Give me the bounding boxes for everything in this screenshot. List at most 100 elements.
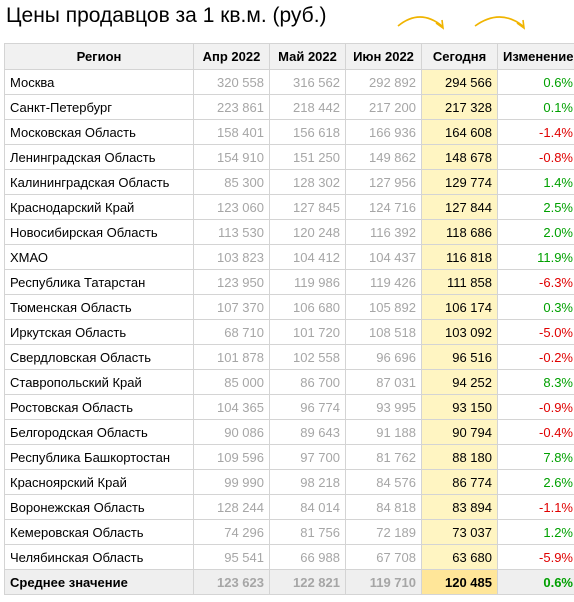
region-cell: Ставропольский Край [4, 369, 194, 395]
arrowhead-change-icon [516, 19, 526, 30]
may-cell: 316 562 [269, 69, 346, 95]
table-row: Ленинградская Область 154 910 151 250 149 8… [4, 144, 574, 170]
change-cell: 2.0% [497, 219, 574, 245]
arrowhead-today-icon [435, 19, 445, 30]
header-may: Май 2022 [269, 43, 346, 70]
arrow-to-change-icon [474, 16, 524, 27]
jun-cell: 127 956 [345, 169, 422, 195]
may-cell: 120 248 [269, 219, 346, 245]
apr-cell: 123 950 [193, 269, 270, 295]
apr-cell: 95 541 [193, 544, 270, 570]
apr-cell: 103 823 [193, 244, 270, 270]
may-cell: 102 558 [269, 344, 346, 370]
table-body: Москва 320 558 316 562 292 892 294 566 0.6% Са… [4, 69, 574, 570]
table-row: Воронежская Область 128 244 84 014 84 818 83… [4, 494, 574, 520]
change-cell: 1.2% [497, 519, 574, 545]
change-cell: 2.6% [497, 469, 574, 495]
region-cell: Красноярский Край [4, 469, 194, 495]
apr-cell: 109 596 [193, 444, 270, 470]
table-row: Санкт-Петербург 223 861 218 442 217 200 217 … [4, 94, 574, 120]
change-cell: 0.6% [497, 69, 574, 95]
average-may: 122 821 [269, 569, 346, 595]
apr-cell: 101 878 [193, 344, 270, 370]
jun-cell: 104 437 [345, 244, 422, 270]
may-cell: 66 988 [269, 544, 346, 570]
jun-cell: 84 576 [345, 469, 422, 495]
average-jun: 119 710 [345, 569, 422, 595]
change-cell: -5.0% [497, 319, 574, 345]
may-cell: 101 720 [269, 319, 346, 345]
today-cell: 83 894 [421, 494, 498, 520]
header-change: Изменение [497, 43, 574, 70]
today-cell: 96 516 [421, 344, 498, 370]
region-cell: Ленинградская Область [4, 144, 194, 170]
jun-cell: 124 716 [345, 194, 422, 220]
change-cell: -0.8% [497, 144, 574, 170]
change-cell: 11.9% [497, 244, 574, 270]
today-cell: 111 858 [421, 269, 498, 295]
jun-cell: 119 426 [345, 269, 422, 295]
change-cell: 8.3% [497, 369, 574, 395]
header-apr: Апр 2022 [193, 43, 270, 70]
today-cell: 217 328 [421, 94, 498, 120]
region-cell: Республика Башкортостан [4, 444, 194, 470]
jun-cell: 149 862 [345, 144, 422, 170]
table-row: Тюменская Область 107 370 106 680 105 892 10… [4, 294, 574, 320]
may-cell: 84 014 [269, 494, 346, 520]
change-cell: 7.8% [497, 444, 574, 470]
jun-cell: 72 189 [345, 519, 422, 545]
apr-cell: 99 990 [193, 469, 270, 495]
apr-cell: 320 558 [193, 69, 270, 95]
today-cell: 73 037 [421, 519, 498, 545]
region-cell: Кемеровская Область [4, 519, 194, 545]
today-cell: 94 252 [421, 369, 498, 395]
today-cell: 118 686 [421, 219, 498, 245]
may-cell: 86 700 [269, 369, 346, 395]
table-row: Красноярский Край 99 990 98 218 84 576 86 77… [4, 469, 574, 495]
apr-cell: 104 365 [193, 394, 270, 420]
table-row: Ростовская Область 104 365 96 774 93 995 93 … [4, 394, 574, 420]
region-cell: Краснодарский Край [4, 194, 194, 220]
apr-cell: 113 530 [193, 219, 270, 245]
may-cell: 98 218 [269, 469, 346, 495]
apr-cell: 90 086 [193, 419, 270, 445]
today-cell: 116 818 [421, 244, 498, 270]
apr-cell: 154 910 [193, 144, 270, 170]
header-today: Сегодня [421, 43, 498, 70]
jun-cell: 96 696 [345, 344, 422, 370]
jun-cell: 84 818 [345, 494, 422, 520]
table-header-row: Регион Апр 2022 Май 2022 Июн 2022 Сегодн… [4, 43, 574, 70]
arrow-annotations [397, 16, 526, 30]
today-cell: 294 566 [421, 69, 498, 95]
may-cell: 218 442 [269, 94, 346, 120]
apr-cell: 85 300 [193, 169, 270, 195]
region-cell: Иркутская Область [4, 319, 194, 345]
today-cell: 86 774 [421, 469, 498, 495]
may-cell: 151 250 [269, 144, 346, 170]
change-cell: 2.5% [497, 194, 574, 220]
apr-cell: 158 401 [193, 119, 270, 145]
apr-cell: 74 296 [193, 519, 270, 545]
jun-cell: 93 995 [345, 394, 422, 420]
today-cell: 164 608 [421, 119, 498, 145]
region-cell: Ростовская Область [4, 394, 194, 420]
table-row: ХМАО 103 823 104 412 104 437 116 818 11.9% [4, 244, 574, 270]
table-row: Москва 320 558 316 562 292 892 294 566 0.6% [4, 69, 574, 95]
may-cell: 128 302 [269, 169, 346, 195]
apr-cell: 107 370 [193, 294, 270, 320]
today-cell: 129 774 [421, 169, 498, 195]
jun-cell: 67 708 [345, 544, 422, 570]
jun-cell: 292 892 [345, 69, 422, 95]
today-cell: 63 680 [421, 544, 498, 570]
today-cell: 127 844 [421, 194, 498, 220]
arrow-to-today-icon [397, 16, 443, 27]
apr-cell: 128 244 [193, 494, 270, 520]
jun-cell: 166 936 [345, 119, 422, 145]
table-row: Краснодарский Край 123 060 127 845 124 716 1… [4, 194, 574, 220]
change-cell: -0.9% [497, 394, 574, 420]
may-cell: 97 700 [269, 444, 346, 470]
may-cell: 156 618 [269, 119, 346, 145]
may-cell: 119 986 [269, 269, 346, 295]
may-cell: 81 756 [269, 519, 346, 545]
average-label: Среднее значение [4, 569, 194, 595]
